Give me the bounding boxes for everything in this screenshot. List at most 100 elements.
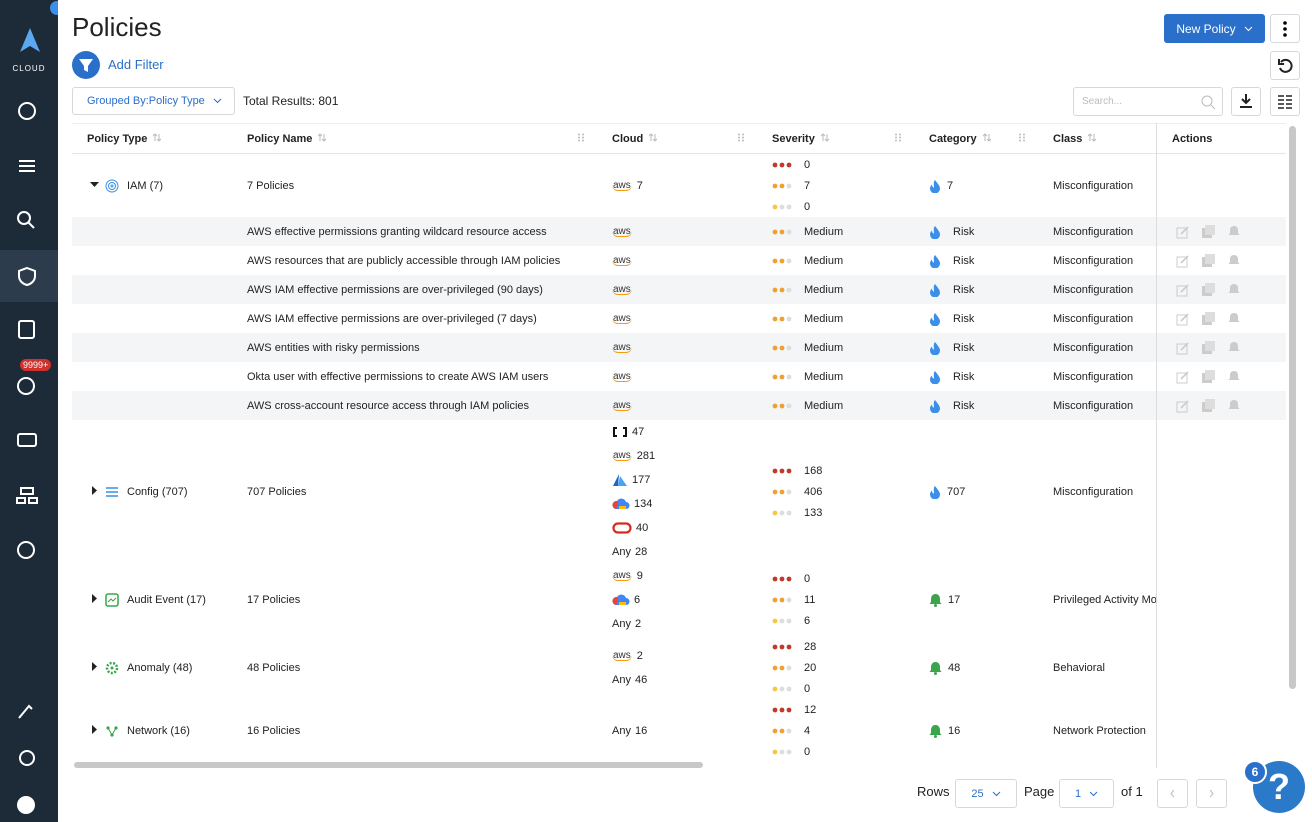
icon-part [1023,139,1025,141]
icon-part [899,136,901,138]
cloud-count: 177 [632,474,651,486]
category-icon [929,724,942,738]
expand-caret[interactable] [90,724,99,737]
action-icons[interactable] [1175,224,1245,239]
icon-part [1176,372,1188,383]
prev-page[interactable] [1157,779,1188,808]
icon [612,594,630,605]
new-policy-button[interactable]: New Policy [1164,14,1265,43]
page-dropdown[interactable]: 1 [1059,779,1114,808]
cell: Risk [914,333,1038,362]
add-filter[interactable]: Add Filter [108,57,164,72]
action-icons[interactable] [1175,340,1245,355]
expand-caret[interactable] [90,486,99,498]
sort-icon [1088,132,1097,145]
icon-part [1088,132,1097,142]
icon-part [786,665,792,670]
next-page[interactable] [1196,779,1227,808]
icon-part [786,597,792,603]
cloud-count: 16 [634,724,648,737]
cell: 17 Policies [232,564,597,636]
icon-part [786,316,792,321]
action-icons[interactable] [1175,398,1245,413]
policy-row[interactable]: AWS effective permissions granting wildc… [72,217,1286,246]
category-icon-wrap [929,225,941,239]
policy-row[interactable]: AWS cross-account resource access throug… [72,391,1286,420]
icon-part [1170,789,1175,798]
cloud-count: 47 [632,426,645,438]
policy-row[interactable]: AWS IAM effective permissions are over-p… [72,275,1286,304]
cell: Medium [757,391,914,420]
cell: Misconfiguration [1038,275,1157,304]
group-row: Anomaly (48) 48 Policies aws 2 Any 46 28 20 0 48 B… [72,636,1286,699]
cloud-line: Any 46 [612,668,647,692]
refresh-button[interactable] [1270,51,1300,80]
policy-row[interactable]: AWS resources that are publicly accessib… [72,246,1286,275]
icon-part [17,541,35,559]
icon-part [930,225,940,239]
filter-icon[interactable] [71,50,101,80]
category-count: 7 [947,179,954,192]
icon-part [106,487,118,497]
icon-part [1228,225,1240,235]
icon-part [930,341,940,355]
icon-part [582,133,584,135]
policy-name: AWS cross-account resource access throug… [247,399,530,412]
category-icon-wrap [929,254,941,268]
search-box[interactable]: Search... [1073,87,1223,116]
cell: Behavioral [1038,636,1156,699]
icon-part [772,749,778,754]
download-button[interactable] [1231,87,1261,116]
severity-dots [772,374,792,379]
expand-caret[interactable] [90,180,99,192]
icon-part [110,184,114,187]
icon-part [1228,341,1240,351]
cell: AWS entities with risky permissions [232,333,597,362]
rows-label: Rows [917,784,950,799]
class: Misconfiguration [1053,312,1134,325]
action-icons[interactable] [1175,369,1245,384]
severity-line: 0 [772,154,810,175]
nav-icons [16,102,38,766]
icon-part [578,139,580,141]
cell: Medium [757,246,914,275]
policy-row[interactable]: AWS entities with risky permissions aws Me… [72,333,1286,362]
icon [105,661,119,674]
expand-caret[interactable] [90,661,99,674]
expand-caret[interactable] [90,594,99,606]
alerts-badge: 9999+ [20,359,52,371]
cell: Category [914,124,1038,153]
cloud-label: Any [612,546,631,558]
icon-part [1176,343,1188,354]
vertical-scrollbar[interactable] [1289,126,1296,689]
group-by-dropdown[interactable]: Grouped By:Policy Type [72,87,235,115]
class: Network Protection [1053,724,1146,737]
severity-dots [772,489,792,495]
icon-part [786,162,792,167]
horizontal-scrollbar[interactable] [74,762,703,768]
action-icons[interactable] [1175,311,1245,326]
more-button[interactable] [1270,14,1300,43]
columns-button[interactable] [1270,87,1300,116]
icon-part [772,345,778,350]
icon-part [1180,399,1189,409]
severity-line: 0 [772,569,810,590]
policy-row[interactable]: Okta user with effective permissions to … [72,362,1286,391]
class: Misconfiguration [1053,341,1134,354]
icon-part [90,181,99,187]
category-count: 16 [948,724,961,737]
expand-button[interactable] [50,1,58,15]
icon-part [930,179,940,193]
user-avatar[interactable] [17,796,35,814]
action-icons[interactable] [1175,253,1245,268]
cell [1157,333,1286,362]
category-icon [930,341,940,355]
rows-dropdown[interactable]: 25 [955,779,1017,808]
icon [1019,133,1025,141]
action-icons[interactable] [1175,282,1245,297]
cell: Medium [757,217,914,246]
policy-row[interactable]: AWS IAM effective permissions are over-p… [72,304,1286,333]
cell: aws 7 [597,154,757,217]
icon-part [1023,136,1025,138]
cloud-icon [612,593,630,607]
